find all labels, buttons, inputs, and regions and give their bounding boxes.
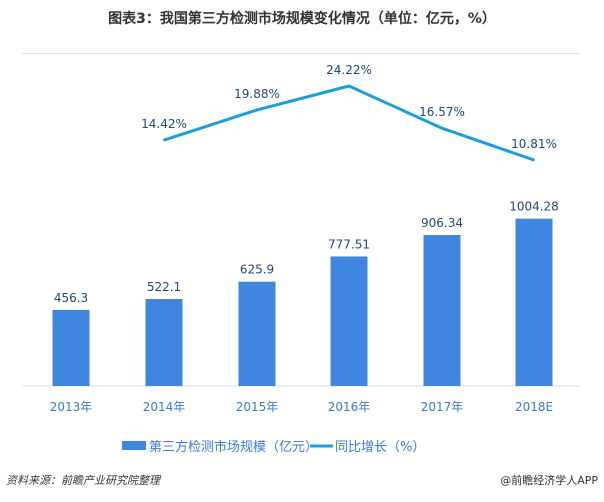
- source-note: 资料来源：前瞻产业研究院整理: [6, 474, 160, 487]
- bar: [423, 235, 461, 386]
- growth-point: [256, 108, 258, 111]
- bar-label: 906.34: [421, 216, 463, 230]
- x-tick-label: 2015年: [236, 400, 279, 414]
- bar: [238, 281, 276, 386]
- bar: [52, 309, 90, 386]
- credit: @前瞻经济学人APP: [500, 474, 598, 487]
- bar-label: 777.51: [328, 237, 370, 251]
- growth-point: [441, 127, 443, 130]
- bar: [515, 218, 553, 386]
- bar-label: 522.1: [147, 280, 181, 294]
- growth-point: [163, 139, 165, 142]
- line-label: 19.88%: [234, 87, 280, 101]
- x-tick-label: 2013年: [50, 400, 93, 414]
- line-label: 24.22%: [326, 63, 372, 77]
- chart-title: 图表3：我国第三方检测市场规模变化情况（单位：亿元，%）: [108, 11, 496, 27]
- legend-bar-swatch: [122, 441, 146, 450]
- title-divider: [22, 53, 580, 54]
- x-tick-label: 2016年: [328, 400, 371, 414]
- growth-point: [348, 85, 350, 87]
- legend-bar-label: 第三方检测市场规模（亿元）: [149, 439, 318, 455]
- line-label: 14.42%: [141, 117, 187, 131]
- bar: [145, 299, 183, 386]
- bar-label: 1004.28: [509, 200, 559, 214]
- bar-label: 456.3: [54, 291, 88, 305]
- line-label: 10.81%: [511, 137, 557, 151]
- x-tick-label: 2017年: [421, 400, 464, 414]
- growth-line: [163, 84, 535, 162]
- bar: [330, 256, 368, 386]
- line-label: 16.57%: [419, 105, 465, 119]
- legend-line-label: 同比增长（%）: [335, 440, 425, 455]
- x-tick-label: 2014年: [143, 400, 186, 414]
- x-tick-label: 2018E: [515, 400, 553, 414]
- growth-point: [533, 159, 535, 162]
- bar-label: 625.9: [240, 263, 274, 277]
